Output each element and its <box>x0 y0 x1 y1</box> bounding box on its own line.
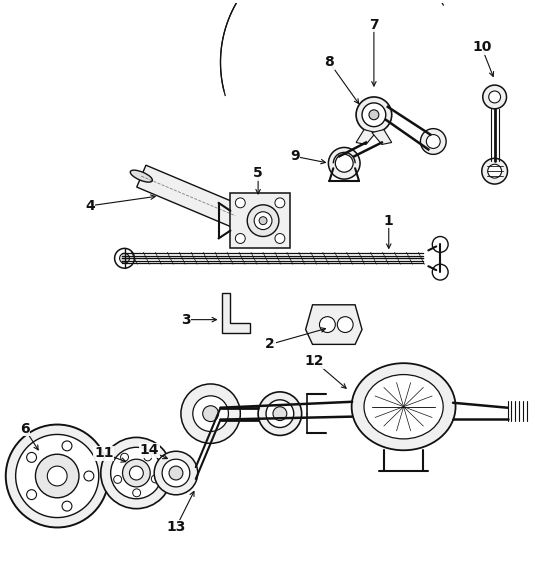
Circle shape <box>258 392 302 435</box>
Text: 2: 2 <box>265 337 275 351</box>
Ellipse shape <box>352 363 456 450</box>
Text: 5: 5 <box>253 166 263 180</box>
Circle shape <box>328 148 360 179</box>
Circle shape <box>119 253 130 263</box>
Circle shape <box>154 451 198 495</box>
Circle shape <box>489 91 500 103</box>
Circle shape <box>266 400 294 428</box>
Text: 10: 10 <box>472 40 492 55</box>
Circle shape <box>369 110 379 120</box>
Circle shape <box>27 453 37 462</box>
Circle shape <box>335 154 353 172</box>
Polygon shape <box>223 293 250 332</box>
Circle shape <box>114 475 122 483</box>
Text: 13: 13 <box>166 520 186 535</box>
Circle shape <box>181 384 240 443</box>
Circle shape <box>62 501 72 511</box>
Circle shape <box>144 453 152 461</box>
Circle shape <box>203 406 218 422</box>
Polygon shape <box>230 193 290 249</box>
Ellipse shape <box>130 170 152 182</box>
Circle shape <box>337 317 353 332</box>
Polygon shape <box>306 305 362 344</box>
Circle shape <box>235 234 245 243</box>
Circle shape <box>151 475 159 483</box>
Polygon shape <box>137 165 240 227</box>
Circle shape <box>275 234 285 243</box>
Circle shape <box>275 198 285 208</box>
Circle shape <box>121 453 129 461</box>
Circle shape <box>36 454 79 498</box>
Circle shape <box>254 212 272 230</box>
Circle shape <box>169 466 183 480</box>
Circle shape <box>433 264 448 280</box>
Circle shape <box>62 441 72 451</box>
Circle shape <box>47 466 67 486</box>
Circle shape <box>123 459 150 487</box>
Circle shape <box>247 205 279 237</box>
Circle shape <box>27 490 37 499</box>
Circle shape <box>426 135 440 148</box>
Circle shape <box>488 164 501 178</box>
Text: 8: 8 <box>324 55 334 70</box>
Text: 14: 14 <box>139 443 159 457</box>
Circle shape <box>6 425 109 527</box>
Circle shape <box>433 237 448 253</box>
Circle shape <box>133 489 140 497</box>
Circle shape <box>115 249 134 268</box>
Circle shape <box>16 434 99 518</box>
Circle shape <box>235 198 245 208</box>
Text: 1: 1 <box>384 214 394 227</box>
Text: 12: 12 <box>305 354 324 368</box>
Circle shape <box>162 459 190 487</box>
Text: 7: 7 <box>369 18 379 32</box>
Circle shape <box>130 466 143 480</box>
Circle shape <box>259 217 267 225</box>
Text: 3: 3 <box>181 312 190 327</box>
Text: 6: 6 <box>20 421 30 435</box>
Ellipse shape <box>364 374 443 439</box>
Circle shape <box>420 129 446 154</box>
Circle shape <box>193 396 229 431</box>
Circle shape <box>273 407 287 421</box>
Circle shape <box>320 317 335 332</box>
Circle shape <box>362 103 386 127</box>
Text: 11: 11 <box>94 446 114 460</box>
Polygon shape <box>356 129 376 144</box>
Circle shape <box>482 158 507 184</box>
Circle shape <box>356 97 392 133</box>
Text: 4: 4 <box>85 199 95 213</box>
Text: 9: 9 <box>290 149 300 164</box>
Polygon shape <box>372 129 392 144</box>
Circle shape <box>483 85 506 109</box>
Circle shape <box>111 447 162 499</box>
Circle shape <box>101 437 172 508</box>
Circle shape <box>84 471 94 481</box>
